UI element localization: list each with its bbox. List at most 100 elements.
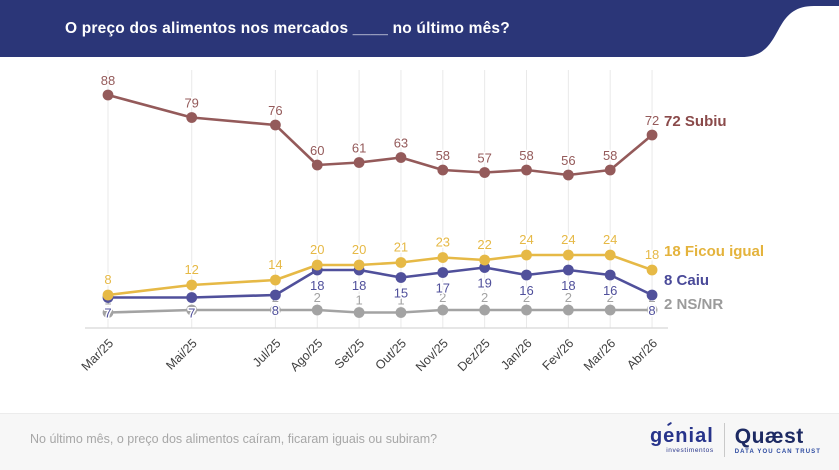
data-label: 79	[184, 96, 198, 111]
data-point-Caiu	[270, 289, 281, 301]
data-point-Caiu	[521, 269, 532, 281]
data-label: 2	[607, 290, 614, 305]
data-point-Subiu	[311, 159, 323, 171]
data-point-NS/NR	[521, 304, 532, 316]
series-end-label-Ficou igual: 18 Ficou igual	[664, 243, 764, 260]
x-axis-label: Jan/26	[498, 336, 534, 372]
x-axis-label: Mar/25	[79, 336, 116, 373]
data-point-Caiu	[604, 269, 616, 281]
data-label: 8	[648, 303, 655, 318]
data-point-Ficou igual	[604, 249, 616, 261]
x-axis-label: Fev/26	[540, 336, 577, 373]
data-label: 76	[268, 103, 282, 118]
x-axis-label: Dez/25	[455, 336, 493, 374]
series-line-Caiu	[108, 266, 653, 299]
x-axis-label: Abr/26	[624, 336, 660, 372]
logos: genial investimentos Quæst DATA YOU CAN …	[649, 421, 821, 457]
data-point-NS/NR	[604, 304, 616, 316]
data-label: 19	[477, 276, 491, 291]
x-axis-label: Ago/25	[287, 336, 325, 374]
genial-logo-text: genial	[649, 425, 714, 447]
x-axis-label: Jul/25	[250, 336, 284, 370]
data-label: 7	[104, 306, 111, 321]
x-axis-label: Set/25	[332, 336, 367, 371]
data-point-NS/NR	[102, 307, 114, 318]
data-label: 21	[394, 240, 408, 255]
data-point-Subiu	[479, 167, 491, 178]
data-label: 18	[645, 247, 659, 262]
series-end-label-Caiu: 8 Caiu	[664, 272, 709, 289]
series-end-label-NS/NR: 2 NS/NR	[664, 296, 723, 313]
data-label: 60	[310, 143, 324, 158]
data-point-Ficou igual	[646, 264, 658, 276]
data-point-Subiu	[353, 157, 365, 168]
data-label: 24	[561, 232, 575, 247]
data-label: 17	[436, 281, 450, 296]
data-point-Subiu	[395, 152, 407, 163]
page-title: O preço dos alimentos nos mercados ____ …	[65, 20, 510, 37]
data-point-Ficou igual	[479, 254, 491, 266]
data-point-Caiu	[186, 292, 198, 303]
data-label: 58	[436, 148, 450, 163]
data-point-Ficou igual	[102, 289, 114, 301]
survey-question-text: No último mês, o preço dos alimentos caí…	[30, 432, 438, 446]
data-label: 61	[352, 141, 366, 156]
data-point-Ficou igual	[270, 274, 281, 286]
data-point-Ficou igual	[311, 259, 323, 271]
data-point-Subiu	[604, 164, 616, 176]
data-point-Caiu	[395, 272, 407, 283]
series-line-NS/NR	[107, 308, 653, 314]
x-axis-label: Out/25	[373, 336, 409, 372]
data-point-Ficou igual	[353, 259, 365, 271]
data-label: 2	[439, 290, 446, 305]
data-label: 24	[603, 232, 617, 247]
data-label: 2	[523, 290, 530, 305]
data-label: 2	[314, 290, 321, 305]
series-end-label-Subiu: 72 Subiu	[664, 113, 727, 130]
data-point-Subiu	[521, 164, 532, 176]
banner-swoosh-shape	[0, 0, 839, 57]
chart-area: Mar/25 Mai/25 Jul/25 Ago/25 Set/25 Out/25 Nov/…	[0, 57, 839, 393]
quaest-logo-tagline: DATA YOU CAN TRUST	[734, 448, 821, 455]
genial-logo: genial investimentos	[649, 421, 714, 454]
data-label: 2	[565, 290, 572, 305]
data-label: 57	[477, 151, 491, 166]
logo-divider	[723, 423, 725, 457]
data-label: 12	[184, 262, 198, 277]
data-point-NS/NR	[562, 304, 574, 316]
data-point-Caiu	[646, 289, 658, 301]
data-label: 16	[603, 283, 617, 298]
data-point-Caiu	[479, 262, 491, 273]
quaest-logo: Quæst DATA YOU CAN TRUST	[735, 426, 821, 455]
data-point-NS/NR	[270, 304, 281, 316]
data-label: 7	[188, 306, 195, 321]
data-point-NS/NR	[395, 307, 407, 318]
data-point-Subiu	[270, 119, 281, 131]
data-label: 15	[394, 286, 408, 301]
data-point-Ficou igual	[562, 249, 574, 261]
data-label: 20	[310, 242, 324, 257]
data-label: 14	[268, 257, 282, 272]
data-label: 16	[519, 283, 533, 298]
data-label: 58	[603, 148, 617, 163]
line-chart: Mar/25 Mai/25 Jul/25 Ago/25 Set/25 Out/25 Nov/…	[79, 70, 764, 374]
data-label: 8	[104, 272, 111, 287]
header-banner: O preço dos alimentos nos mercados ____ …	[0, 0, 839, 57]
quaest-logo-text: Quæst	[734, 424, 804, 448]
data-point-Subiu	[186, 112, 198, 123]
x-axis-label: Mar/26	[581, 336, 618, 373]
data-point-NS/NR	[186, 304, 198, 316]
data-point-Subiu	[646, 129, 658, 141]
data-point-Caiu	[437, 267, 449, 278]
data-point-NS/NR	[437, 304, 449, 316]
x-axis-label: Nov/25	[413, 336, 451, 374]
data-point-Ficou igual	[395, 257, 407, 268]
data-label: 72	[645, 113, 659, 128]
data-point-Ficou igual	[437, 252, 449, 263]
data-point-Subiu	[102, 89, 114, 101]
data-point-Ficou igual	[521, 249, 532, 261]
data-point-NS/NR	[353, 307, 365, 318]
data-label: 56	[561, 153, 575, 168]
data-point-Subiu	[437, 164, 449, 176]
